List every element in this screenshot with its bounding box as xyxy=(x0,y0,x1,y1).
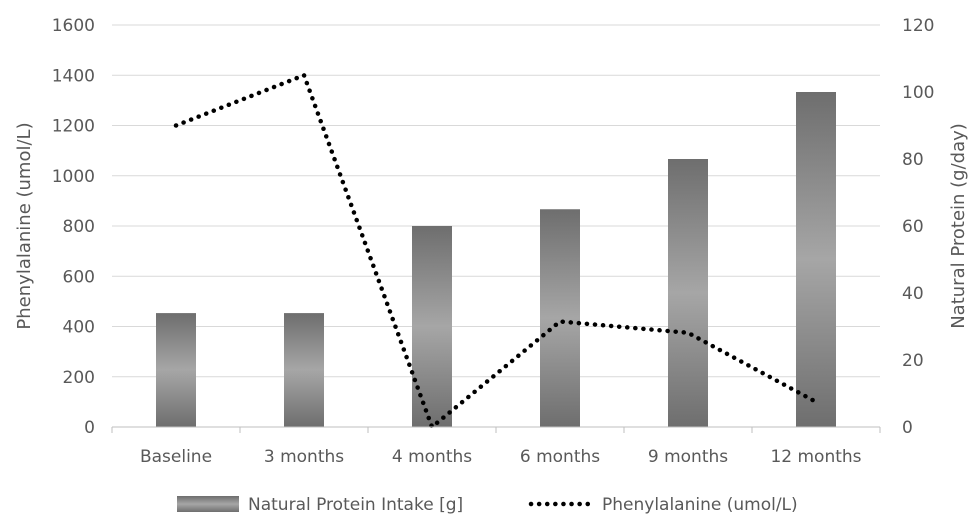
y-axis-title-left: Phenylalanine (umol/L) xyxy=(14,122,35,329)
y-tick-label-left: 400 xyxy=(63,318,95,338)
y-tick-label-right: 100 xyxy=(902,83,934,103)
protein-bars xyxy=(156,92,836,427)
y-tick-label-left: 1600 xyxy=(52,16,95,36)
y-tick-label-left: 1200 xyxy=(52,117,95,137)
legend: Natural Protein Intake [g] Phenylalanine… xyxy=(177,495,798,515)
y-tick-label-left: 1000 xyxy=(52,167,95,187)
y-tick-label-right: 120 xyxy=(902,16,934,36)
x-tick-label: 4 months xyxy=(392,447,472,467)
x-tick-label: 3 months xyxy=(264,447,344,467)
bar-natural-protein xyxy=(156,313,196,427)
bar-natural-protein xyxy=(668,159,708,427)
bar-natural-protein xyxy=(796,92,836,427)
y-tick-label-left: 200 xyxy=(63,368,95,388)
y-tick-label-left: 800 xyxy=(63,217,95,237)
y-tick-label-right: 80 xyxy=(902,150,924,170)
x-tick-label: 12 months xyxy=(770,447,861,467)
legend-swatch-protein xyxy=(177,496,239,512)
x-tick-label: Baseline xyxy=(140,447,212,467)
y-tick-label-left: 1400 xyxy=(52,66,95,86)
line-phenylalanine xyxy=(173,73,819,430)
y-tick-label-right: 0 xyxy=(902,418,913,438)
x-tick-label: 6 months xyxy=(520,447,600,467)
y-axis-title-right: Natural Protein (g/day) xyxy=(948,123,969,329)
phenylalanine-line xyxy=(173,73,819,430)
x-tick-label: 9 months xyxy=(648,447,728,467)
axes: 0 200 400 600 800 1000 1200 1400 1600 0 20 40 60 80 10… xyxy=(52,16,935,467)
legend-label-phenylalanine: Phenylalanine (umol/L) xyxy=(602,495,798,515)
bar-natural-protein xyxy=(540,209,580,427)
y-tick-label-right: 60 xyxy=(902,217,924,237)
y-tick-label-left: 600 xyxy=(63,267,95,287)
legend-label-protein: Natural Protein Intake [g] xyxy=(248,495,463,515)
gridlines xyxy=(112,24,880,378)
y-tick-label-left: 0 xyxy=(84,418,95,438)
y-tick-label-right: 20 xyxy=(902,351,924,371)
y-tick-label-right: 40 xyxy=(902,284,924,304)
bar-natural-protein xyxy=(412,226,452,427)
bar-natural-protein xyxy=(284,313,324,427)
